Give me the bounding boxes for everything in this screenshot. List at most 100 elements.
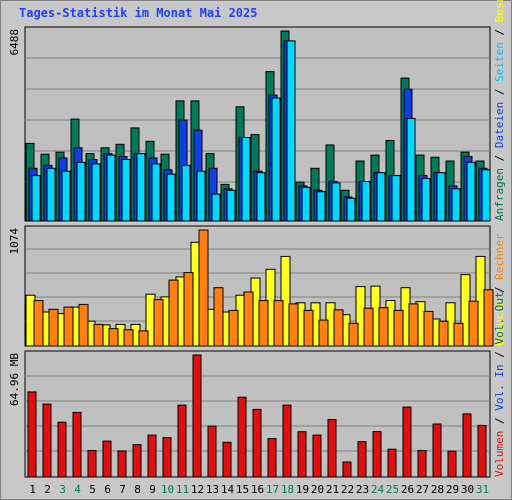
bar-middle-rechner-13 bbox=[213, 287, 224, 347]
bar-bottom-volumen-7 bbox=[117, 450, 127, 478]
xtick-label-13: 13 bbox=[206, 483, 219, 496]
bar-top-seiten-10 bbox=[166, 173, 176, 222]
bar-bottom-volumen-27 bbox=[417, 450, 427, 478]
bar-top-seiten-29 bbox=[451, 188, 461, 222]
bar-top-seiten-16 bbox=[256, 172, 266, 222]
bar-bottom-volumen-21 bbox=[327, 419, 337, 478]
bar-top-seiten-17 bbox=[271, 97, 281, 222]
xtick-label-26: 26 bbox=[401, 483, 414, 496]
bar-top-seiten-21 bbox=[331, 182, 341, 222]
side-legend-part-middle-2: Rechner bbox=[493, 233, 506, 280]
xtick-label-30: 30 bbox=[461, 483, 474, 496]
xtick-label-28: 28 bbox=[431, 483, 444, 496]
xtick-label-4: 4 bbox=[74, 483, 81, 496]
bar-middle-rechner-16 bbox=[258, 300, 269, 347]
bar-middle-rechner-18 bbox=[288, 303, 299, 347]
bar-bottom-volumen-26 bbox=[402, 406, 412, 478]
bar-top-seiten-12 bbox=[196, 170, 206, 222]
xtick-label-12: 12 bbox=[191, 483, 204, 496]
bar-bottom-volumen-24 bbox=[372, 431, 382, 478]
side-legend-part-top-4: Seiten bbox=[493, 42, 506, 82]
bar-bottom-volumen-18 bbox=[282, 404, 292, 478]
bar-bottom-volumen-30 bbox=[462, 413, 472, 478]
xtick-label-1: 1 bbox=[29, 483, 36, 496]
bar-bottom-volumen-17 bbox=[267, 438, 277, 478]
side-legend-middle: Besuche / Rechner bbox=[493, 233, 506, 346]
side-legend-top: Anfragen / Dateien / Seiten / Besuche bbox=[493, 0, 506, 221]
xtick-label-8: 8 bbox=[134, 483, 141, 496]
side-legend-part-bottom-4: Vol. Out bbox=[493, 292, 506, 345]
xtick-label-6: 6 bbox=[104, 483, 111, 496]
xtick-label-23: 23 bbox=[356, 483, 369, 496]
bar-bottom-volumen-3 bbox=[57, 421, 67, 478]
bar-top-seiten-22 bbox=[346, 197, 356, 222]
bar-top-seiten-18 bbox=[286, 40, 296, 222]
bar-middle-rechner-8 bbox=[138, 330, 149, 347]
bar-top-seiten-30 bbox=[466, 161, 476, 222]
bar-middle-rechner-10 bbox=[168, 279, 179, 347]
bar-middle-rechner-5 bbox=[93, 323, 104, 347]
side-legend-part-top-5: / bbox=[493, 22, 506, 42]
xtick-label-27: 27 bbox=[416, 483, 429, 496]
xtick-label-18: 18 bbox=[281, 483, 294, 496]
xtick-label-7: 7 bbox=[119, 483, 126, 496]
bar-top-seiten-13 bbox=[211, 193, 221, 222]
side-legend-part-top-0: Anfragen bbox=[493, 168, 506, 221]
bar-bottom-volumen-1 bbox=[27, 391, 37, 478]
side-legend-part-top-2: Dateien bbox=[493, 102, 506, 148]
bar-bottom-volumen-12 bbox=[192, 354, 202, 478]
bar-top-seiten-20 bbox=[316, 191, 326, 222]
bar-bottom-volumen-8 bbox=[132, 444, 142, 478]
bar-middle-rechner-28 bbox=[438, 320, 449, 347]
bar-top-seiten-9 bbox=[151, 163, 161, 222]
bar-middle-rechner-30 bbox=[468, 300, 479, 347]
xtick-label-29: 29 bbox=[446, 483, 459, 496]
bar-top-seiten-1 bbox=[31, 175, 41, 222]
bar-bottom-volumen-2 bbox=[42, 403, 52, 478]
bar-top-seiten-26 bbox=[406, 118, 416, 222]
bar-middle-rechner-4 bbox=[78, 303, 89, 347]
bar-middle-rechner-7 bbox=[123, 329, 134, 347]
bar-middle-rechner-12 bbox=[198, 229, 209, 347]
side-legend-part-bottom-1: / bbox=[493, 411, 506, 431]
xtick-label-16: 16 bbox=[251, 483, 264, 496]
bar-bottom-volumen-13 bbox=[207, 425, 217, 478]
xtick-label-2: 2 bbox=[44, 483, 51, 496]
bar-bottom-volumen-31 bbox=[477, 424, 487, 478]
chart-title: Tages-Statistik im Monat Mai 2025 bbox=[19, 6, 258, 20]
xtick-label-19: 19 bbox=[296, 483, 309, 496]
side-legend-part-top-3: / bbox=[493, 82, 506, 102]
bar-bottom-volumen-5 bbox=[87, 450, 97, 478]
xtick-label-15: 15 bbox=[236, 483, 249, 496]
bar-bottom-volumen-25 bbox=[387, 448, 397, 478]
side-legend-part-middle-0: Besuche bbox=[493, 300, 506, 346]
bar-top-seiten-27 bbox=[421, 178, 431, 222]
bar-middle-rechner-9 bbox=[153, 299, 164, 347]
xtick-label-14: 14 bbox=[221, 483, 235, 496]
bar-middle-rechner-20 bbox=[318, 319, 329, 347]
bar-bottom-volumen-9 bbox=[147, 434, 157, 478]
bar-top-seiten-7 bbox=[121, 159, 131, 222]
bar-middle-rechner-14 bbox=[228, 309, 239, 347]
bar-top-seiten-3 bbox=[61, 170, 71, 222]
bar-bottom-volumen-16 bbox=[252, 408, 262, 478]
bar-bottom-volumen-23 bbox=[357, 441, 367, 478]
bar-middle-rechner-17 bbox=[273, 300, 284, 347]
bar-top-seiten-25 bbox=[391, 175, 401, 222]
bar-bottom-volumen-14 bbox=[222, 441, 232, 478]
side-legend-bottom: Volumen / Vol. In / Vol. Out bbox=[493, 292, 506, 477]
bar-top-seiten-14 bbox=[226, 189, 236, 222]
xtick-label-11: 11 bbox=[176, 483, 189, 496]
bar-middle-rechner-1 bbox=[33, 300, 44, 347]
bar-top-seiten-15 bbox=[241, 137, 251, 222]
bar-bottom-volumen-20 bbox=[312, 434, 322, 478]
xtick-label-31: 31 bbox=[476, 483, 489, 496]
xtick-label-5: 5 bbox=[89, 483, 96, 496]
bar-top-seiten-11 bbox=[181, 164, 191, 222]
bar-middle-rechner-27 bbox=[423, 310, 434, 347]
xtick-label-21: 21 bbox=[326, 483, 339, 496]
bar-top-seiten-4 bbox=[76, 161, 86, 222]
bar-middle-rechner-24 bbox=[378, 307, 389, 347]
bar-middle-rechner-11 bbox=[183, 272, 194, 347]
bar-middle-rechner-29 bbox=[453, 322, 464, 347]
